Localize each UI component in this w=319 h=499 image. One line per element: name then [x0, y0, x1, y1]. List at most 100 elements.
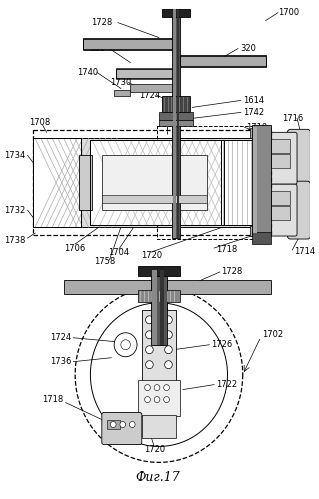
Bar	[142, 415, 176, 439]
Text: 1732: 1732	[4, 206, 26, 215]
Circle shape	[110, 422, 116, 428]
Circle shape	[145, 385, 150, 391]
Circle shape	[165, 346, 172, 354]
Text: 1720: 1720	[141, 251, 162, 260]
Bar	[33, 130, 271, 235]
Bar	[138, 290, 180, 302]
Bar	[90, 140, 224, 225]
Bar	[221, 140, 254, 225]
Bar	[54, 138, 254, 227]
Text: 320: 320	[240, 44, 256, 53]
Text: 1736: 1736	[50, 357, 71, 366]
Text: 1738: 1738	[4, 236, 26, 245]
Text: 1720: 1720	[144, 445, 165, 454]
Circle shape	[120, 422, 126, 428]
Text: 1728: 1728	[221, 267, 242, 276]
Bar	[173, 8, 176, 238]
Bar	[250, 128, 271, 138]
Circle shape	[164, 397, 169, 403]
Bar	[159, 120, 193, 126]
Bar	[271, 154, 290, 168]
Bar	[253, 127, 257, 233]
Text: 1708: 1708	[29, 118, 50, 127]
FancyBboxPatch shape	[267, 184, 297, 236]
FancyBboxPatch shape	[267, 132, 297, 184]
Bar	[116, 67, 177, 79]
Bar	[64, 280, 151, 294]
Bar	[159, 112, 193, 120]
Bar	[114, 90, 130, 96]
Text: 1704: 1704	[108, 249, 130, 257]
Text: 1718: 1718	[216, 246, 237, 254]
Text: 1706: 1706	[64, 244, 86, 252]
Text: 1714: 1714	[294, 248, 315, 256]
Text: 1724: 1724	[139, 91, 160, 100]
Circle shape	[121, 340, 130, 350]
Circle shape	[154, 397, 160, 403]
Text: 1718: 1718	[42, 395, 64, 404]
Bar	[177, 8, 179, 238]
Bar	[252, 125, 271, 235]
Bar	[162, 8, 190, 16]
Bar	[33, 138, 81, 227]
Text: 1728: 1728	[91, 18, 112, 27]
Circle shape	[145, 346, 153, 354]
Bar	[102, 155, 207, 210]
Bar	[116, 68, 177, 78]
Bar	[138, 380, 180, 416]
Bar	[33, 138, 81, 227]
Text: 1758: 1758	[94, 257, 115, 266]
Text: 1700: 1700	[278, 8, 299, 17]
Bar	[162, 96, 190, 112]
Circle shape	[145, 397, 150, 403]
Text: 1614: 1614	[243, 96, 264, 105]
Bar	[130, 84, 176, 92]
Bar	[180, 55, 266, 65]
Circle shape	[154, 385, 160, 391]
Circle shape	[165, 361, 172, 369]
Text: 1710: 1710	[247, 123, 268, 132]
FancyBboxPatch shape	[102, 413, 142, 445]
Text: 330: 330	[89, 44, 105, 53]
Bar	[250, 226, 271, 236]
FancyBboxPatch shape	[287, 129, 310, 187]
Bar	[157, 126, 254, 239]
Text: 1722: 1722	[216, 380, 237, 389]
Bar	[151, 270, 167, 345]
Bar	[142, 310, 176, 410]
Text: 1730: 1730	[110, 78, 131, 87]
Bar	[107, 420, 120, 430]
Bar	[152, 270, 157, 345]
Text: 1724: 1724	[50, 333, 71, 342]
Circle shape	[145, 361, 153, 369]
Text: 1740: 1740	[77, 68, 98, 77]
Bar	[83, 37, 173, 49]
Bar	[271, 206, 290, 220]
Text: Фиг.17: Фиг.17	[136, 471, 180, 484]
Circle shape	[145, 331, 153, 339]
Text: 1726: 1726	[211, 340, 233, 349]
Bar	[167, 280, 271, 294]
Text: 1716: 1716	[282, 114, 304, 123]
Circle shape	[130, 422, 135, 428]
Bar	[221, 140, 254, 225]
Bar	[180, 54, 266, 66]
Text: 1702: 1702	[262, 330, 283, 339]
Bar	[138, 266, 180, 276]
FancyBboxPatch shape	[287, 181, 310, 239]
Bar	[102, 195, 207, 203]
Circle shape	[165, 331, 172, 339]
Bar	[271, 139, 290, 153]
Circle shape	[145, 316, 153, 324]
Bar	[172, 8, 180, 238]
Bar	[90, 140, 224, 225]
Bar	[83, 38, 173, 48]
Circle shape	[165, 316, 172, 324]
Circle shape	[164, 385, 169, 391]
Circle shape	[114, 333, 137, 357]
Bar	[160, 270, 164, 345]
Text: 1734: 1734	[4, 151, 26, 160]
Bar	[79, 155, 92, 210]
Bar	[271, 191, 290, 205]
Text: 1742: 1742	[243, 108, 264, 117]
